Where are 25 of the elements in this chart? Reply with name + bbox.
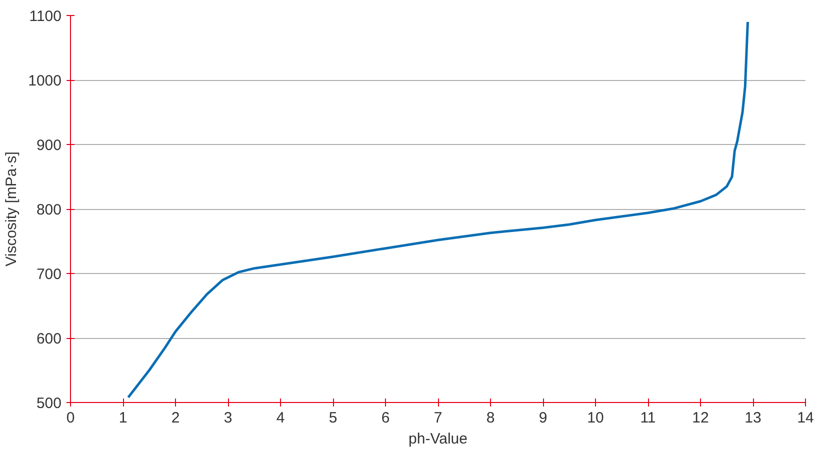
x-tick-label: 2 [171, 410, 180, 426]
y-tick-label: 700 [36, 266, 62, 283]
x-tick-label: 14 [797, 410, 814, 426]
x-tick-label: 3 [224, 410, 232, 426]
y-tick-label: 600 [36, 330, 62, 348]
x-tick-label: 1 [118, 410, 128, 426]
y-tick-label: 1000 [28, 72, 62, 90]
x-axis-title: ph-Value [408, 430, 468, 448]
x-tick-label: 4 [276, 410, 285, 426]
y-tick-label: 500 [36, 395, 62, 412]
x-tick-label: 7 [434, 410, 442, 426]
x-tick-label: 10 [587, 410, 604, 426]
y-axis-title: Viscosity [mPa·s] [3, 152, 20, 266]
x-tick-label: 6 [381, 410, 390, 426]
y-tick-label: 1100 [29, 8, 62, 25]
x-tick-label: 0 [66, 410, 75, 426]
x-tick-label: 11 [640, 410, 656, 426]
x-tick-label: 12 [692, 410, 709, 426]
x-tick-label: 5 [328, 410, 338, 426]
x-tick-label: 13 [744, 410, 762, 426]
y-tick-label: 900 [36, 137, 62, 154]
x-tick-label: 9 [538, 410, 548, 426]
x-tick-label: 8 [486, 410, 495, 426]
line-series [127, 20, 749, 399]
y-tick-label: 800 [36, 202, 62, 218]
